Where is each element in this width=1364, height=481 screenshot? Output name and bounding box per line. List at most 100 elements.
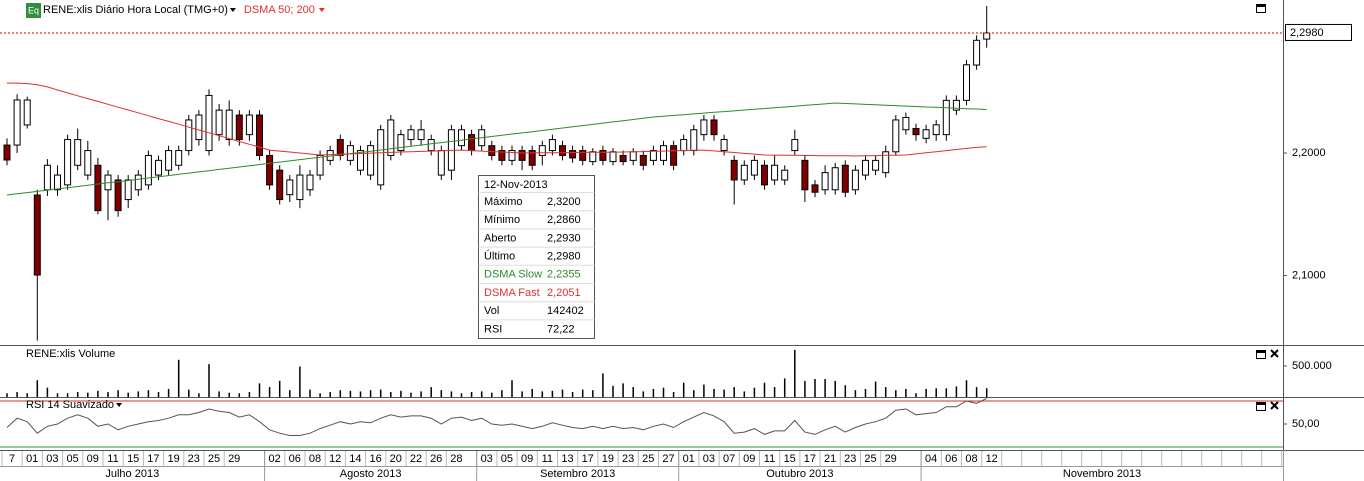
volume-bar: [622, 383, 624, 397]
volume-bar: [814, 379, 816, 397]
candle-body: [902, 116, 910, 131]
x-tick-label: 22: [410, 453, 422, 465]
candle-body: [54, 174, 61, 191]
candle-body: [336, 139, 344, 156]
candle-body: [134, 174, 142, 191]
volume-bar: [975, 387, 978, 397]
volume-bar: [682, 382, 685, 397]
maximize-button[interactable]: [1256, 4, 1266, 13]
candle-body: [195, 114, 203, 141]
candle-body: [33, 194, 41, 276]
rsi-line: [6, 397, 987, 436]
tooltip-box: [478, 175, 595, 339]
x-tick-label: 29: [885, 453, 897, 465]
volume-bar: [935, 388, 937, 397]
x-tick-label: 07: [723, 453, 735, 465]
candle-body: [488, 145, 496, 156]
volume-bar: [470, 392, 473, 397]
volume-bar: [693, 390, 695, 397]
x-tick-label: 21: [824, 453, 836, 465]
tooltip-label: Máximo: [484, 196, 523, 208]
tooltip-label: Mínimo: [484, 214, 520, 226]
rsi-dropdown[interactable]: [116, 403, 123, 407]
volume-bar: [884, 387, 887, 397]
candle-body: [64, 139, 72, 186]
candle-body: [165, 150, 173, 171]
candle-body: [882, 151, 890, 174]
month-label: Agosto 2013: [340, 468, 402, 480]
candle-body: [397, 134, 405, 152]
x-tick-label: 27: [662, 453, 674, 465]
title-dropdown[interactable]: [229, 8, 236, 12]
chart-title: RENE:xlis Diário Hora Local (TMG+0): [43, 4, 228, 16]
x-tick-label: 02: [268, 453, 280, 465]
indicator-dropdown[interactable]: [318, 8, 325, 12]
volume-bar: [400, 390, 402, 397]
candle-body: [296, 174, 304, 201]
candle-body: [952, 99, 960, 111]
candle-body: [599, 150, 607, 161]
candle-body: [670, 145, 678, 166]
tooltip-value: 2,2355: [547, 269, 581, 281]
volume-bar: [915, 393, 917, 397]
maximize-button[interactable]: [1256, 402, 1266, 411]
volume-bar: [642, 391, 645, 397]
volume-bar: [16, 392, 18, 397]
volume-bar: [319, 393, 321, 397]
close-button[interactable]: [1270, 349, 1279, 358]
volume-bar: [369, 390, 372, 397]
candle-body: [458, 129, 465, 147]
candle-body: [84, 150, 92, 176]
x-tick-label: 05: [501, 453, 513, 465]
candle-body: [851, 169, 859, 191]
candle-body: [629, 151, 637, 161]
x-tick-label: 15: [784, 453, 796, 465]
volume-bar: [238, 393, 241, 397]
x-tick-label: 25: [642, 453, 654, 465]
close-button[interactable]: [1270, 401, 1279, 410]
volume-bar: [753, 387, 756, 397]
x-tick-label: 12: [329, 453, 341, 465]
volume-bar: [551, 390, 554, 397]
x-tick-label: 08: [309, 453, 321, 465]
x-tick-label: 08: [965, 453, 977, 465]
candle-body: [144, 154, 152, 186]
tooltip-label: Aberto: [484, 232, 516, 244]
candle-body: [750, 159, 758, 176]
volume-bar: [198, 393, 200, 397]
candle-body: [730, 159, 738, 181]
candle-body: [579, 150, 587, 161]
candle-body: [185, 119, 193, 152]
candle-body: [155, 159, 162, 176]
candle-body: [225, 109, 233, 141]
tooltip-label: DSMA Fast: [484, 287, 540, 299]
tooltip-value: 2,3200: [547, 196, 581, 208]
candle-body: [114, 179, 122, 212]
candle-body: [781, 169, 789, 181]
tooltip-label: Vol: [484, 305, 499, 317]
candle-body: [417, 129, 425, 141]
x-tick-label: 17: [147, 453, 159, 465]
candle-body: [357, 150, 364, 171]
candle-body: [367, 145, 375, 176]
volume-bar: [430, 387, 432, 397]
volume-bar: [874, 381, 877, 397]
candle-body: [983, 32, 991, 40]
volume-bar: [87, 392, 89, 397]
volume-bar: [329, 392, 331, 397]
volume-bar: [289, 390, 291, 397]
candle-body: [175, 150, 183, 166]
volume-bar: [420, 391, 422, 397]
candle-body: [256, 114, 263, 156]
maximize-button[interactable]: [1256, 350, 1266, 359]
candle-body: [266, 154, 274, 186]
candle-body: [74, 139, 82, 166]
x-tick-label: 13: [561, 453, 573, 465]
volume-bar: [672, 392, 675, 397]
candle-body: [377, 129, 385, 186]
x-tick-label: 06: [289, 453, 301, 465]
volume-bar: [76, 392, 79, 397]
